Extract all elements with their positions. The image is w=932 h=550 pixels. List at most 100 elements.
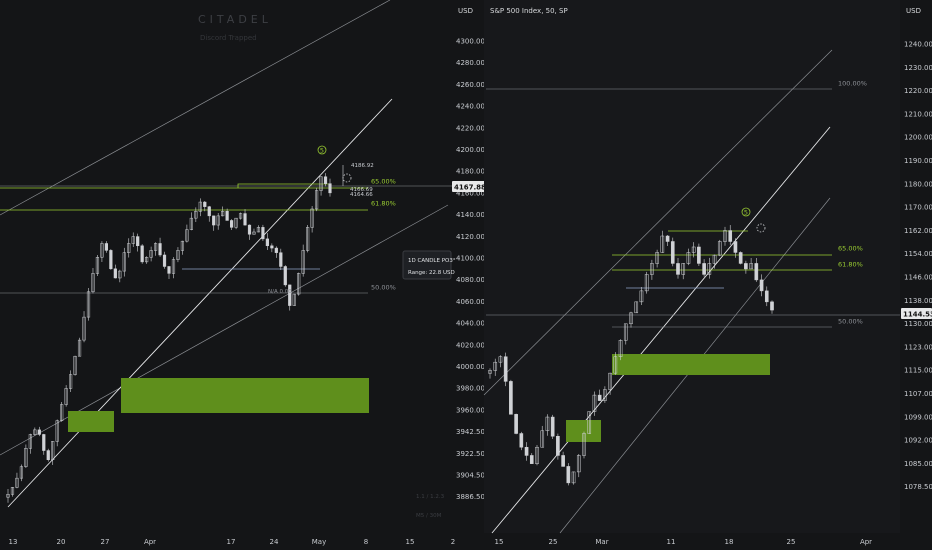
right-demand-zone-large [612, 354, 770, 375]
left-candle-body [73, 355, 77, 375]
left-candle-body [176, 250, 180, 260]
left-candle-body [100, 243, 104, 258]
left-candle-body [189, 217, 193, 230]
left-time-axis[interactable]: 13 20 27 Apr 17 24 May 8 15 2 [9, 538, 456, 546]
left-candle-body [145, 257, 149, 263]
left-candle-body [203, 201, 207, 207]
left-channel-mid [7, 98, 393, 508]
left-candle-body [234, 217, 238, 228]
right-candle-body [608, 372, 612, 390]
right-candle-body [650, 263, 654, 275]
right-candle-body [576, 455, 581, 473]
left-candle-body [51, 441, 55, 461]
right-x-tick: Mar [595, 538, 608, 546]
right-candle-body [697, 246, 701, 264]
left-y-tick: 4240.00 [456, 103, 485, 111]
right-candle-body [764, 290, 769, 303]
left-x-tick: May [312, 538, 326, 546]
right-chart-title: S&P 500 Index, 50, SP [490, 7, 568, 15]
left-wave-circle [317, 145, 327, 155]
right-candle-body [676, 263, 680, 275]
left-candle-body [261, 227, 265, 240]
right-candle-body [723, 230, 727, 242]
right-candle-body [749, 263, 753, 270]
left-candle-body [301, 250, 305, 274]
left-candle-body [140, 245, 144, 263]
right-candle-body [550, 416, 555, 437]
right-price-axis[interactable]: USD 1240.00 1230.00 1220.00 1210.00 1200.00 1… [901, 7, 932, 491]
left-candle-body [274, 247, 278, 253]
right-candle-body [770, 301, 774, 311]
left-chart-pane[interactable]: CITADEL Discord Trapped 5 4186.92 4166.6… [0, 0, 452, 519]
right-candle-body [686, 252, 691, 264]
left-x-tick: 24 [270, 538, 279, 546]
right-demand-zone-small [566, 420, 601, 442]
right-chart-pane[interactable]: S&P 500 Index, 50, SP 5 100.00% 65.00% 6… [483, 0, 900, 534]
right-last-price-label: 1144.53 [901, 308, 932, 319]
left-candle-body [136, 236, 140, 247]
left-candle-body [113, 268, 117, 279]
right-candle-body [556, 436, 560, 456]
left-demand-zone-small [68, 411, 114, 432]
left-candle-body [118, 270, 122, 279]
right-x-tick: 15 [495, 538, 504, 546]
left-high-value: 4186.92 [351, 163, 374, 169]
left-y-tick: 4120.00 [456, 233, 485, 241]
left-candle-body [19, 466, 24, 479]
left-y-tick: 4040.00 [456, 320, 485, 328]
right-y-tick: 1130.00 [904, 320, 932, 328]
right-candle-body [618, 339, 623, 357]
right-time-axis[interactable]: 15 25 Mar 11 18 25 Apr [495, 538, 873, 546]
left-candle-body [306, 227, 310, 251]
left-candle-body [279, 252, 283, 267]
left-candle-body [265, 238, 269, 247]
left-candle-body [252, 231, 256, 235]
right-candle-body [623, 323, 628, 341]
right-candle-body [561, 455, 565, 467]
left-candle-body [180, 240, 185, 251]
left-candle-body [225, 211, 229, 221]
left-candle-body [6, 494, 10, 498]
left-candle-body [319, 176, 323, 191]
right-y-tick: 1138.00 [904, 297, 932, 305]
left-candle-body [127, 243, 131, 253]
left-candle-body [131, 236, 135, 244]
right-y-tick: 1200.00 [904, 134, 932, 142]
left-x-tick: 17 [227, 538, 236, 546]
left-y-tick: 3942.50 [456, 428, 485, 436]
right-candle-body [493, 361, 498, 371]
left-y-tick: 4100.00 [456, 255, 485, 263]
right-candle-body [535, 446, 539, 464]
svg-text:1144.53: 1144.53 [903, 311, 932, 319]
left-candle-body [64, 388, 68, 405]
right-candle-body [639, 290, 644, 303]
right-candle-body [754, 263, 759, 281]
right-y-tick: 1107.00 [904, 390, 932, 398]
left-x-tick: 13 [9, 538, 18, 546]
right-wave-label: 5 [744, 209, 748, 217]
left-candle-body [95, 257, 100, 274]
right-candle-body [603, 389, 607, 401]
left-price-axis[interactable]: USD 4300.00 4280.00 4260.00 4240.00 4220.00 4… [452, 7, 486, 501]
right-candle-body [582, 433, 586, 456]
right-candle-body [681, 263, 686, 275]
right-candle-body [712, 254, 717, 264]
left-x-tick: 15 [406, 538, 415, 546]
left-candle-body [292, 293, 296, 306]
left-small-value-1: 4166.69 [350, 187, 373, 193]
left-y-tick: 4300.00 [456, 38, 485, 46]
right-y-tick: 1078.50 [904, 483, 932, 491]
left-axis-unit: USD [458, 7, 473, 15]
right-x-tick: Apr [860, 538, 872, 546]
left-candle-body [91, 273, 95, 293]
right-fib-label-100: 100.00% [838, 80, 867, 88]
left-faint-label-1: 1.1 / 1.2.3 [416, 494, 445, 500]
watermark-sub: Discord Trapped [200, 34, 257, 42]
left-candle-body [194, 211, 198, 219]
right-y-tick: 1162.00 [904, 227, 932, 235]
info-box-range: Range: 22.8 USD [408, 270, 455, 276]
left-candle-body [28, 434, 32, 449]
left-fib-label-65: 65.00% [371, 178, 396, 186]
right-candle-body [738, 252, 743, 264]
left-candle-body [46, 450, 50, 461]
